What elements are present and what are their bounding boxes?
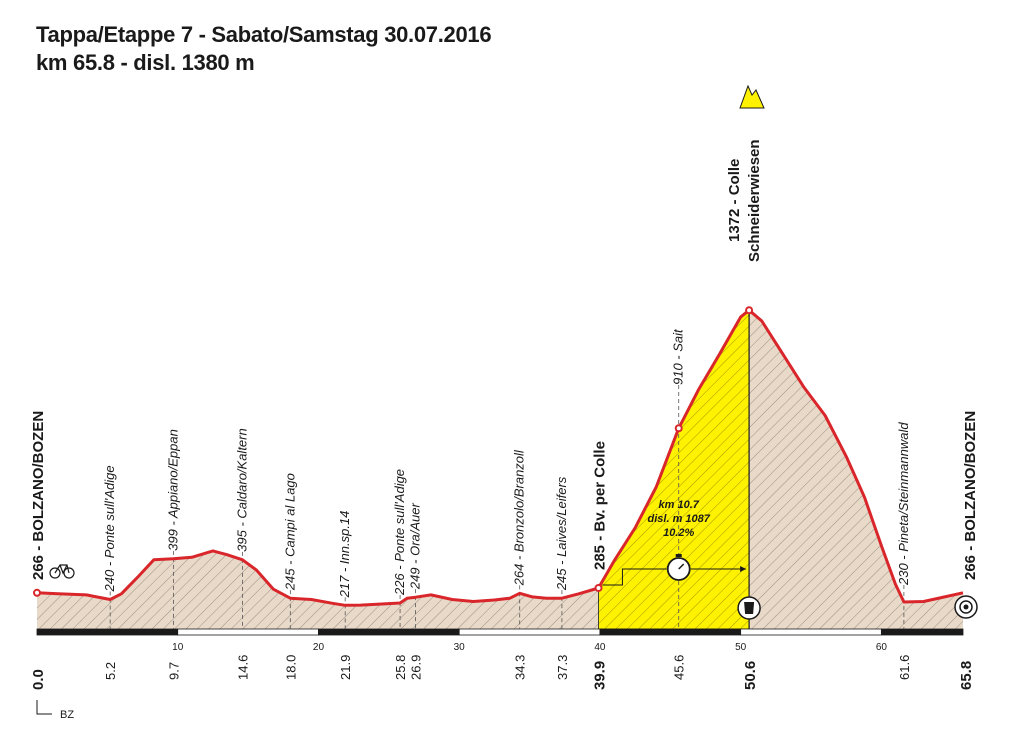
scale-tick-label: 50 [735,642,747,653]
waypoint-km-label: 14.6 [235,655,250,680]
waypoint-km-label: 5.2 [103,662,118,680]
scale-tick-label: 10 [172,642,184,653]
waypoint-km-label: 26.9 [409,655,424,680]
scale-tick-label: 20 [313,642,325,653]
waypoint-km-label-bold: 39.9 [592,661,609,690]
summit-label-2: Schneiderwiesen [746,139,763,262]
waypoint-km-label: 21.9 [338,655,353,680]
scale-tick-label: 30 [454,642,466,653]
km-scale-segment [458,628,601,636]
waypoint-label: 395 - Caldaro/Kaltern [234,428,249,552]
waypoint-km-label: 34.3 [513,655,528,680]
waypoint-label: 399 - Appiano/Eppan [166,429,181,551]
waypoint-km-label: 37.3 [555,655,570,680]
page-subtitle: km 65.8 - disl. 1380 m [36,50,255,75]
start-km-label: 0.0 [30,669,47,690]
km-scale-segment [880,628,964,636]
gpm-peak-icon [739,84,765,109]
waypoint-label: 217 - Inn.sp.14 [337,511,352,599]
climb-arrow-left [602,568,667,586]
arrowhead-icon [740,566,747,572]
profile-marker [745,306,754,315]
finish-km-label: 65.8 [958,661,975,690]
km-scale-segment [599,628,742,636]
profile-marker [674,424,683,433]
finish-target-ring [959,600,973,614]
climb-km-label: km 10.7 [659,499,700,511]
waypoint-label: 245 - Campi al Lago [282,473,297,591]
waypoint-label: 245 - Laives/Leifers [554,476,569,591]
summit-label: 1372 - Colle [726,159,743,242]
scale-tick-label: 40 [594,642,606,653]
stopwatch-crown [675,554,682,557]
bicycle-icon [49,567,61,579]
waypoint-km-label: 45.6 [672,655,687,680]
bicycle-frame [54,564,70,575]
cup-icon [744,602,755,614]
waypoint-km-label: 9.7 [167,662,182,680]
waypoint-label: 249 - Ora/Auer [408,502,423,590]
scale-tick-label: 60 [876,642,888,653]
bicycle-wheel [63,567,75,579]
km-scale-segment [318,628,460,636]
finish-target-center [963,604,969,610]
summit-km-label: 50.6 [742,661,759,690]
bz-corner-icon [36,700,52,715]
waypoint-label: 226 - Ponte sull'Adige [392,469,407,596]
waypoint-label: 230 - Pineta/Steinmannwald [896,422,911,586]
climb-disl-label: disl. m 1087 [648,513,711,525]
climb-grade-label: 10.2% [663,527,694,539]
waypoint-km-label: 18.0 [283,655,298,680]
waypoint-label: 240 - Ponte sull'Adige [102,465,117,592]
km-scale-segment [177,628,319,636]
page-title: Tappa/Etappe 7 - Sabato/Samstag 30.07.20… [36,22,492,47]
finish-label: 266 - BOLZANO/BOZEN [962,411,979,580]
profile-line [36,308,964,607]
waypoint-km-label: 61.6 [897,655,912,680]
waypoint-label: 264 - Bronzolo/Branzoll [512,449,527,586]
start-label: 266 - BOLZANO/BOZEN [30,411,47,580]
km-scale-segment [740,628,882,636]
profile-marker [33,588,41,597]
km-scale-segment [36,628,179,636]
profile-marker [594,583,603,592]
stopwatch-hand [678,563,685,570]
bz-legend-label: BZ [60,709,74,721]
waypoint-km-label: 25.8 [393,655,408,680]
waypoint-label: 910 - Sait [671,328,686,385]
waypoint-label-bold: 285 - Bv. per Colle [592,441,609,570]
